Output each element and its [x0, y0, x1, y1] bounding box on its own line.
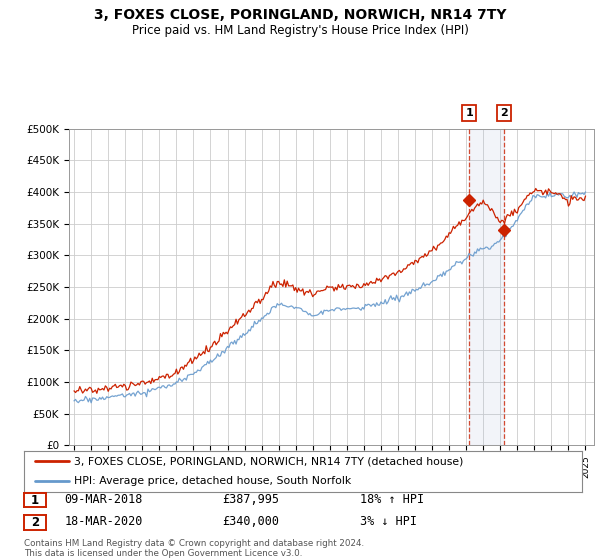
Text: £340,000: £340,000	[222, 515, 279, 529]
Text: 09-MAR-2018: 09-MAR-2018	[64, 493, 143, 506]
Text: 3, FOXES CLOSE, PORINGLAND, NORWICH, NR14 7TY: 3, FOXES CLOSE, PORINGLAND, NORWICH, NR1…	[94, 8, 506, 22]
Text: 2: 2	[31, 516, 39, 529]
Text: 18% ↑ HPI: 18% ↑ HPI	[360, 493, 424, 506]
Text: £387,995: £387,995	[222, 493, 279, 506]
Text: Price paid vs. HM Land Registry's House Price Index (HPI): Price paid vs. HM Land Registry's House …	[131, 24, 469, 36]
Text: 18-MAR-2020: 18-MAR-2020	[64, 515, 143, 529]
Text: HPI: Average price, detached house, South Norfolk: HPI: Average price, detached house, Sout…	[74, 477, 352, 487]
Bar	[469, 129, 504, 445]
Text: Contains HM Land Registry data © Crown copyright and database right 2024.
This d: Contains HM Land Registry data © Crown c…	[24, 539, 364, 558]
Text: 3, FOXES CLOSE, PORINGLAND, NORWICH, NR14 7TY (detached house): 3, FOXES CLOSE, PORINGLAND, NORWICH, NR1…	[74, 456, 464, 466]
Text: 3% ↓ HPI: 3% ↓ HPI	[360, 515, 417, 529]
Text: 1: 1	[31, 493, 39, 507]
Text: 2: 2	[500, 108, 508, 118]
Text: 1: 1	[466, 108, 473, 118]
